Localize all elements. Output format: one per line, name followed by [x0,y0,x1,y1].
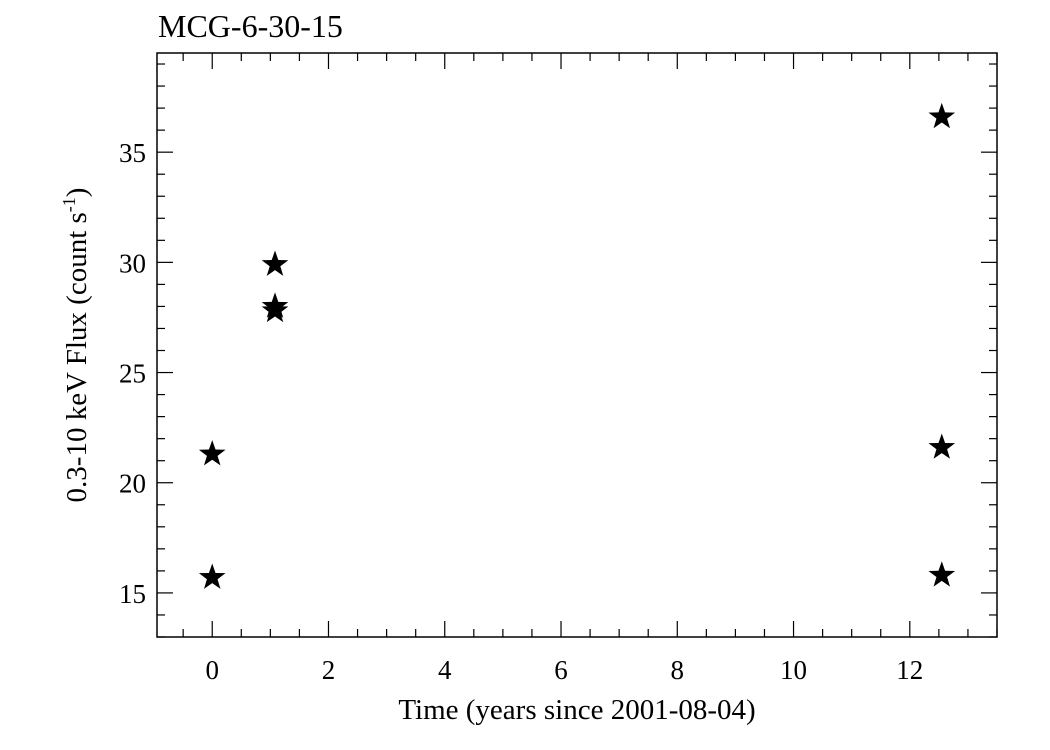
chart-title: MCG-6-30-15 [158,8,343,44]
y-tick-label: 25 [119,359,146,389]
data-points [198,102,956,589]
data-point-star [261,250,289,276]
data-point-star [261,296,289,323]
data-point-star [198,563,226,589]
x-tick-label: 0 [205,655,219,685]
x-tick-label: 6 [554,655,568,685]
y-axis-label-sup: -1 [59,197,79,212]
y-tick-label: 30 [119,248,146,278]
y-axis-label-group: 0.3-10 keV Flux (count s-1) [59,188,93,503]
x-axis-label: Time (years since 2001-08-04) [398,694,755,726]
y-axis-label-main: 0.3-10 keV Flux (count s [61,212,93,502]
data-point-star [928,102,956,129]
y-tick-label: 15 [119,579,146,609]
y-axis-label: 0.3-10 keV Flux (count s-1) [59,188,93,503]
y-axis-label-close: ) [61,188,93,198]
y-tick-label: 35 [119,138,146,168]
x-tick-label: 10 [780,655,807,685]
x-tick-label: 12 [896,655,923,685]
tick-labels: 0 2 4 6 8 10 12 15 20 25 30 35 [119,138,923,685]
data-point-star [198,440,226,466]
x-tick-label: 2 [322,655,336,685]
plot-frame [156,52,998,638]
data-point-star [928,433,956,459]
y-tick-label: 20 [119,469,146,499]
x-tick-label: 4 [438,655,452,685]
data-point-star [928,561,956,587]
axis-ticks [157,53,998,638]
x-tick-label: 8 [671,655,685,685]
